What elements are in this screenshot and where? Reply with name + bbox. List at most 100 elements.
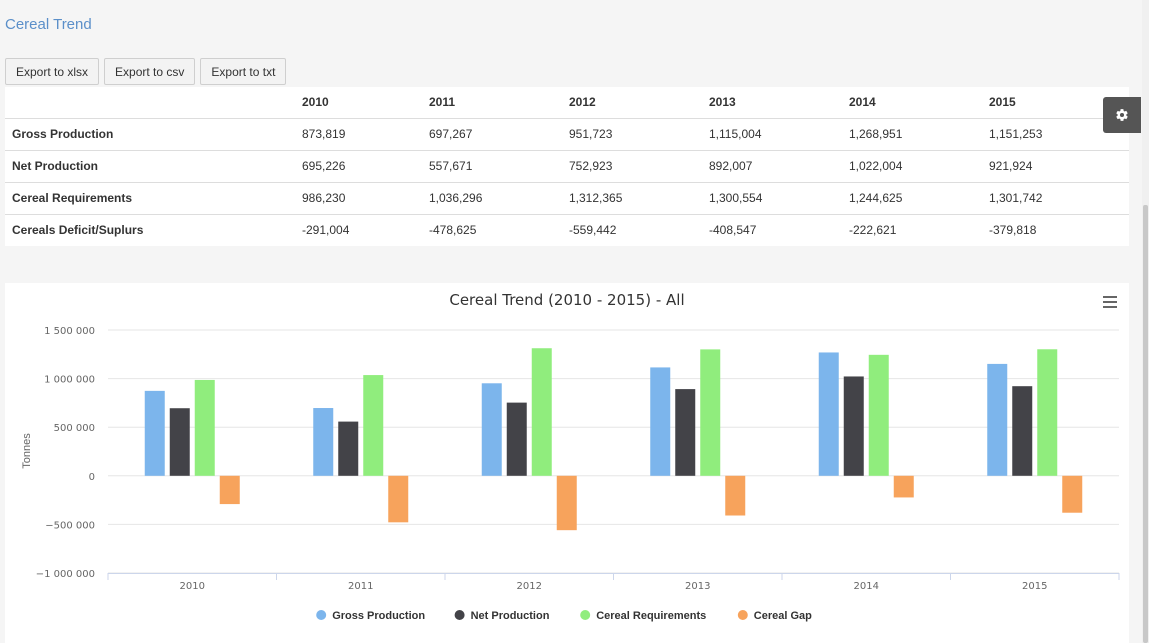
table-header-cell: 2014: [849, 87, 989, 119]
menu-line: [1103, 296, 1117, 298]
chart-menu-button[interactable]: [1100, 293, 1120, 311]
table-header-cell: 2011: [429, 87, 569, 119]
table-cell: 986,230: [302, 182, 429, 215]
legend-label: Cereal Gap: [754, 610, 812, 622]
legend-marker: [316, 610, 327, 620]
y-tick-label: −1 000 000: [36, 569, 95, 580]
y-tick-label: 1 000 000: [44, 375, 95, 386]
export-csv-button[interactable]: Export to csv: [104, 58, 196, 85]
export-xlsx-button[interactable]: Export to xlsx: [5, 58, 100, 85]
menu-line: [1103, 306, 1117, 308]
bar: [388, 475, 409, 523]
y-tick-label: 0: [89, 472, 95, 483]
table-cell: 951,723: [569, 118, 709, 151]
legend-marker: [737, 610, 748, 620]
table-cell: 697,267: [429, 118, 569, 151]
table-cell: -291,004: [302, 223, 350, 238]
table-header-cell: 2013: [709, 87, 849, 119]
y-tick-label: 500 000: [54, 423, 95, 434]
bar: [987, 363, 1008, 476]
table-row-label: Cereal Requirements: [5, 182, 302, 215]
table-cell: 1,301,742: [989, 182, 1129, 215]
table-header-row: 2010 2011 2012 2013 2014 2015: [5, 87, 1129, 119]
bar: [1062, 475, 1083, 513]
table-cell: 695,226: [302, 150, 429, 183]
table-cell: 921,924: [989, 150, 1129, 183]
x-tick-label: 2013: [685, 581, 710, 592]
bar: [675, 389, 696, 476]
bar: [144, 390, 165, 476]
table-row: Net Production 695,226 557,671 752,923 8…: [5, 150, 1129, 183]
legend-label: Gross Production: [332, 610, 425, 622]
table-cell: -379,818: [989, 223, 1037, 238]
data-table: 2010 2011 2012 2013 2014 2015 Gross Prod…: [5, 87, 1129, 246]
x-tick-label: 2010: [180, 581, 205, 592]
bar: [169, 408, 190, 476]
table-row-label: Cereals Deficit/Suplurs: [12, 223, 144, 238]
legend-marker: [454, 610, 465, 620]
legend-label: Cereal Requirements: [596, 610, 706, 622]
y-tick-label: −500 000: [45, 520, 95, 531]
bar: [194, 379, 215, 476]
bar: [843, 376, 864, 476]
table-cell: -478,625: [429, 223, 477, 238]
table-cell: 892,007: [709, 150, 849, 183]
table-header-cell: [5, 87, 302, 119]
bar: [531, 348, 552, 476]
bar: [818, 352, 839, 476]
table-cell: 1,022,004: [849, 150, 989, 183]
table-cell: 557,671: [429, 150, 569, 183]
chart-panel: Cereal Trend (2010 - 2015) - All Tonnes …: [5, 283, 1129, 643]
table-cell: 1,312,365: [569, 182, 709, 215]
menu-line: [1103, 301, 1117, 303]
bar: [725, 475, 746, 516]
x-tick-label: 2014: [854, 581, 879, 592]
bar: [1012, 386, 1033, 476]
export-toolbar: Export to xlsx Export to csv Export to t…: [5, 58, 287, 85]
page-title: Cereal Trend: [5, 16, 92, 33]
bar: [868, 354, 889, 476]
table-cell: -222,621: [849, 223, 897, 238]
table-row: Gross Production 873,819 697,267 951,723…: [5, 118, 1129, 151]
scrollbar-thumb[interactable]: [1143, 205, 1148, 643]
table-row: Cereals Deficit/Suplurs -291,004 -478,62…: [5, 214, 1129, 246]
table-header-cell: 2012: [569, 87, 709, 119]
x-tick-label: 2011: [348, 581, 373, 592]
table-cell: -559,442: [569, 223, 617, 238]
table-cell: 1,151,253: [989, 118, 1129, 151]
bar: [363, 375, 384, 476]
legend-marker: [580, 610, 591, 620]
y-tick-label: 1 500 000: [44, 326, 95, 337]
bar: [650, 367, 671, 476]
x-tick-label: 2012: [517, 581, 542, 592]
settings-button[interactable]: [1103, 97, 1141, 133]
table-cell: 1,036,296: [429, 182, 569, 215]
table-cell: 1,300,554: [709, 182, 849, 215]
table-cell: 752,923: [569, 150, 709, 183]
bar: [219, 475, 240, 505]
table-header-cell: 2010: [302, 87, 429, 119]
bar: [481, 383, 502, 476]
table-row-label: Gross Production: [5, 118, 302, 151]
x-tick-label: 2015: [1022, 581, 1047, 592]
y-axis-label: Tonnes: [21, 433, 33, 469]
table-cell: 1,268,951: [849, 118, 989, 151]
bar: [700, 349, 721, 476]
table-row: Cereal Requirements 986,230 1,036,296 1,…: [5, 182, 1129, 215]
legend-label: Net Production: [471, 610, 550, 622]
export-txt-button[interactable]: Export to txt: [200, 58, 287, 85]
table-row-label: Net Production: [5, 150, 302, 183]
bar: [893, 475, 914, 498]
bar: [338, 421, 359, 476]
table-cell: 1,115,004: [709, 118, 849, 151]
gear-icon: [1116, 109, 1128, 121]
bar: [556, 475, 577, 531]
bar: [506, 402, 527, 476]
chart-svg: Cereal Trend (2010 - 2015) - All Tonnes …: [21, 291, 1120, 622]
chart-title: Cereal Trend (2010 - 2015) - All: [449, 291, 684, 309]
table-cell: 1,244,625: [849, 182, 989, 215]
table-cell: -408,547: [709, 223, 757, 238]
bar: [1037, 349, 1058, 476]
table-cell: 873,819: [302, 118, 429, 151]
bar: [313, 408, 334, 476]
